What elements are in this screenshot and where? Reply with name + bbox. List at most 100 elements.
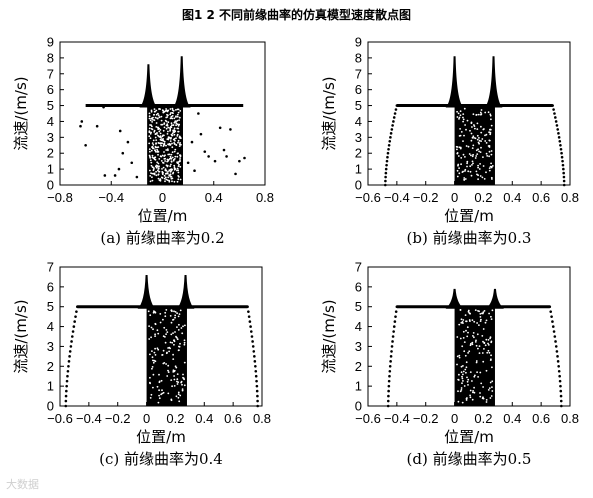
edge-point xyxy=(389,360,392,363)
body-texture-hole xyxy=(176,167,179,170)
body-texture-hole xyxy=(159,132,162,135)
body-texture-hole xyxy=(169,112,172,114)
body-texture-hole xyxy=(473,386,475,389)
body-texture-hole xyxy=(179,165,182,168)
body-texture-hole xyxy=(475,344,478,347)
body-texture-hole xyxy=(463,134,465,137)
scatter-point xyxy=(118,129,122,133)
body-texture-hole xyxy=(459,114,462,117)
edge-point xyxy=(556,355,559,358)
body-texture-hole xyxy=(489,128,491,131)
body-texture-hole xyxy=(485,338,488,341)
body-texture-hole xyxy=(177,171,180,174)
body-texture-hole xyxy=(158,381,161,384)
body-texture-hole xyxy=(154,354,157,356)
body-texture-hole xyxy=(466,162,468,165)
body-texture-hole xyxy=(490,318,493,320)
body-texture-hole xyxy=(464,368,467,371)
body-texture-hole xyxy=(466,376,468,379)
body-texture-hole xyxy=(474,157,477,159)
body-texture-hole xyxy=(164,169,167,172)
edge-point xyxy=(550,315,553,318)
body-texture-hole xyxy=(159,129,162,131)
body-texture-hole xyxy=(489,113,492,116)
body-texture-hole xyxy=(181,389,184,392)
body-texture-hole xyxy=(475,361,478,364)
body-texture-hole xyxy=(148,325,151,327)
body-texture-hole xyxy=(173,166,176,169)
body-texture-hole xyxy=(487,339,490,341)
scatter-point xyxy=(193,169,196,172)
body-texture-hole xyxy=(167,170,169,173)
edge-point xyxy=(559,147,563,151)
edge-point xyxy=(70,340,73,343)
body-texture-hole xyxy=(471,155,474,158)
edge-point xyxy=(392,120,395,123)
edge-point xyxy=(394,315,397,318)
body-texture-hole xyxy=(460,157,463,159)
body-texture-hole xyxy=(157,401,160,404)
body-texture-hole xyxy=(176,161,179,164)
body-texture-hole xyxy=(462,370,465,373)
edge-point xyxy=(387,147,390,151)
body-texture-hole xyxy=(165,108,168,110)
body-texture-hole xyxy=(457,155,460,157)
body-texture-hole xyxy=(487,111,490,114)
scatter-point xyxy=(121,151,125,155)
y-tick-label: 8 xyxy=(355,50,362,65)
body-texture-hole xyxy=(162,362,165,365)
body-texture-hole xyxy=(149,180,152,183)
x-tick-label: −0.6 xyxy=(355,190,381,205)
body-texture-hole xyxy=(154,150,157,153)
body-texture-hole xyxy=(175,395,178,398)
edge-point xyxy=(393,112,397,115)
body-texture-hole xyxy=(163,177,166,180)
body-texture-hole xyxy=(491,366,493,369)
y-tick-label: 4 xyxy=(47,114,54,129)
body-texture-hole xyxy=(164,311,167,314)
body-texture-hole xyxy=(476,173,478,176)
y-axis-label: 流速/(m/s) xyxy=(320,76,338,150)
body-texture-hole xyxy=(177,175,180,177)
body-texture-hole xyxy=(456,110,458,113)
body-texture-hole xyxy=(460,371,463,374)
body-texture-hole xyxy=(458,373,460,376)
edge-point xyxy=(387,394,390,398)
body-texture-hole xyxy=(166,375,169,377)
y-tick-label: 6 xyxy=(47,82,54,97)
body-texture-hole xyxy=(475,360,478,362)
body-texture-hole xyxy=(157,162,160,165)
edge-point xyxy=(392,116,396,119)
body-texture-hole xyxy=(464,354,467,357)
body-texture-hole xyxy=(177,381,180,384)
body-texture-hole xyxy=(179,159,181,161)
body-texture-hole xyxy=(170,175,173,178)
body-texture-hole xyxy=(465,145,468,147)
body-texture-hole xyxy=(491,390,494,392)
body-texture-hole xyxy=(150,336,153,339)
body-texture-hole xyxy=(168,153,171,156)
body-texture-hole xyxy=(470,122,473,125)
y-tick-label: 2 xyxy=(47,359,54,374)
body-texture-hole xyxy=(170,170,173,172)
y-axis-label: 流速/(m/s) xyxy=(12,76,30,150)
body-texture-hole xyxy=(473,391,476,394)
body-texture-hole xyxy=(177,130,180,133)
y-tick-label: 6 xyxy=(355,279,362,294)
x-tick-label: 0.4 xyxy=(205,190,223,205)
body-texture-hole xyxy=(163,111,166,113)
body-texture-hole xyxy=(157,348,160,351)
body-texture-hole xyxy=(478,310,480,313)
body-texture-hole xyxy=(167,369,169,372)
x-tick-label: −0.4 xyxy=(98,190,124,205)
body-texture-hole xyxy=(173,133,176,136)
subplot-caption: (d) 前缘曲率为0.5 xyxy=(407,450,532,468)
y-tick-label: 3 xyxy=(355,130,362,145)
body-texture-hole xyxy=(152,139,155,142)
x-tick-label: −0.4 xyxy=(384,411,410,426)
body-texture-hole xyxy=(477,166,479,169)
edge-point xyxy=(386,151,390,155)
peak-spike-2 xyxy=(485,288,504,309)
body-texture-hole xyxy=(148,127,151,130)
